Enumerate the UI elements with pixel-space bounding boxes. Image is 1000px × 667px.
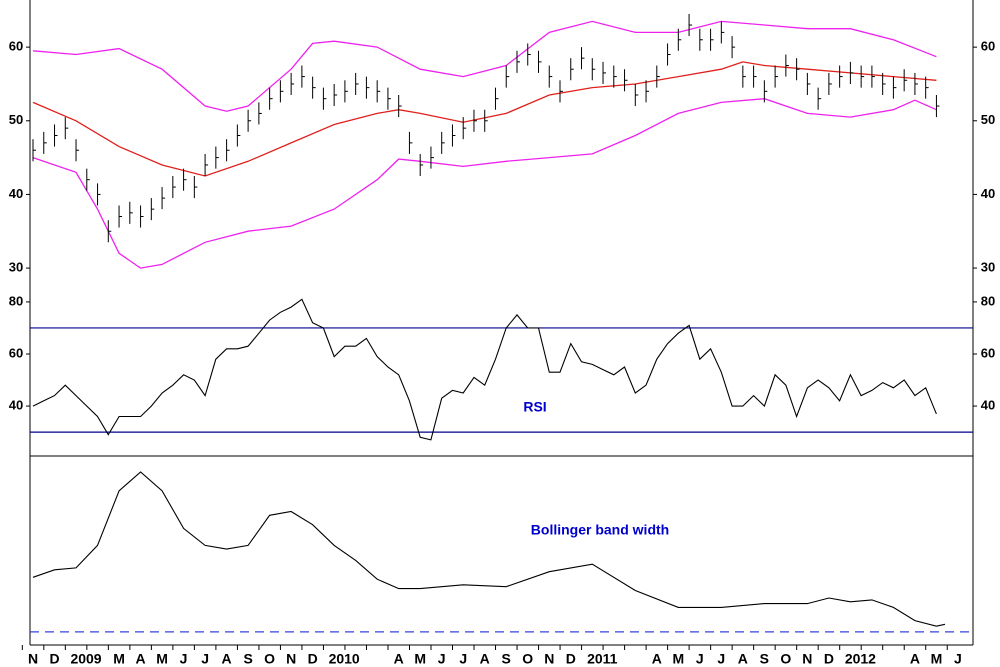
x-tick-label: A: [652, 651, 662, 667]
x-tick-label: 2012: [845, 651, 876, 667]
y-tick-label: 50: [9, 112, 23, 127]
y-tick-label: 60: [9, 39, 23, 54]
band-line: [32, 20, 937, 112]
x-tick-label: M: [156, 651, 168, 667]
x-tick-label: D: [566, 651, 576, 667]
bandwidth-label: Bollinger band width: [531, 522, 669, 538]
x-tick-label: N: [286, 651, 296, 667]
x-tick-label: 2009: [70, 651, 101, 667]
y2-tick-label: 60: [981, 345, 995, 360]
x-tick-label: S: [760, 651, 769, 667]
x-tick-label: J: [696, 651, 704, 667]
x-tick-label: 2010: [329, 651, 360, 667]
x-tick-label: J: [717, 651, 725, 667]
y-tick-label: 60: [9, 345, 23, 360]
x-tick-label: N: [802, 651, 812, 667]
x-tick-label: M: [113, 651, 125, 667]
y2-tick-label: 60: [981, 39, 995, 54]
x-tick-label: O: [264, 651, 275, 667]
x-tick-label: O: [780, 651, 791, 667]
y2-tick-label: 30: [981, 259, 995, 274]
x-tick-label: A: [480, 651, 490, 667]
x-tick-label: A: [738, 651, 748, 667]
x-tick-label: J: [438, 651, 446, 667]
rsi-label: RSI: [523, 399, 546, 415]
y-tick-label: 40: [9, 397, 23, 412]
x-tick-label: M: [672, 651, 684, 667]
y2-tick-label: 50: [981, 112, 995, 127]
y-tick-label: 80: [9, 293, 23, 308]
x-tick-label: A: [910, 651, 920, 667]
y-tick-label: 40: [9, 186, 23, 201]
x-tick-label: J: [459, 651, 467, 667]
indicator-line: [32, 298, 937, 441]
x-tick-label: D: [824, 651, 834, 667]
y2-tick-label: 80: [981, 293, 995, 308]
x-tick-label: 2011: [587, 651, 618, 667]
y-tick-label: 30: [9, 259, 23, 274]
x-tick-label: N: [28, 651, 38, 667]
x-tick-label: N: [544, 651, 554, 667]
x-tick-label: J: [954, 651, 962, 667]
y2-tick-label: 40: [981, 186, 995, 201]
x-tick-label: J: [180, 651, 188, 667]
x-tick-label: S: [243, 651, 252, 667]
x-tick-label: J: [201, 651, 209, 667]
x-tick-label: A: [135, 651, 145, 667]
band-line: [32, 98, 937, 269]
x-tick-label: M: [931, 651, 943, 667]
indicator-line: [32, 471, 946, 627]
x-tick-label: A: [222, 651, 232, 667]
x-tick-label: A: [394, 651, 404, 667]
x-tick-label: O: [522, 651, 533, 667]
x-tick-label: S: [502, 651, 511, 667]
x-tick-label: M: [414, 651, 426, 667]
y2-tick-label: 40: [981, 397, 995, 412]
x-tick-label: D: [308, 651, 318, 667]
x-tick-label: D: [49, 651, 59, 667]
